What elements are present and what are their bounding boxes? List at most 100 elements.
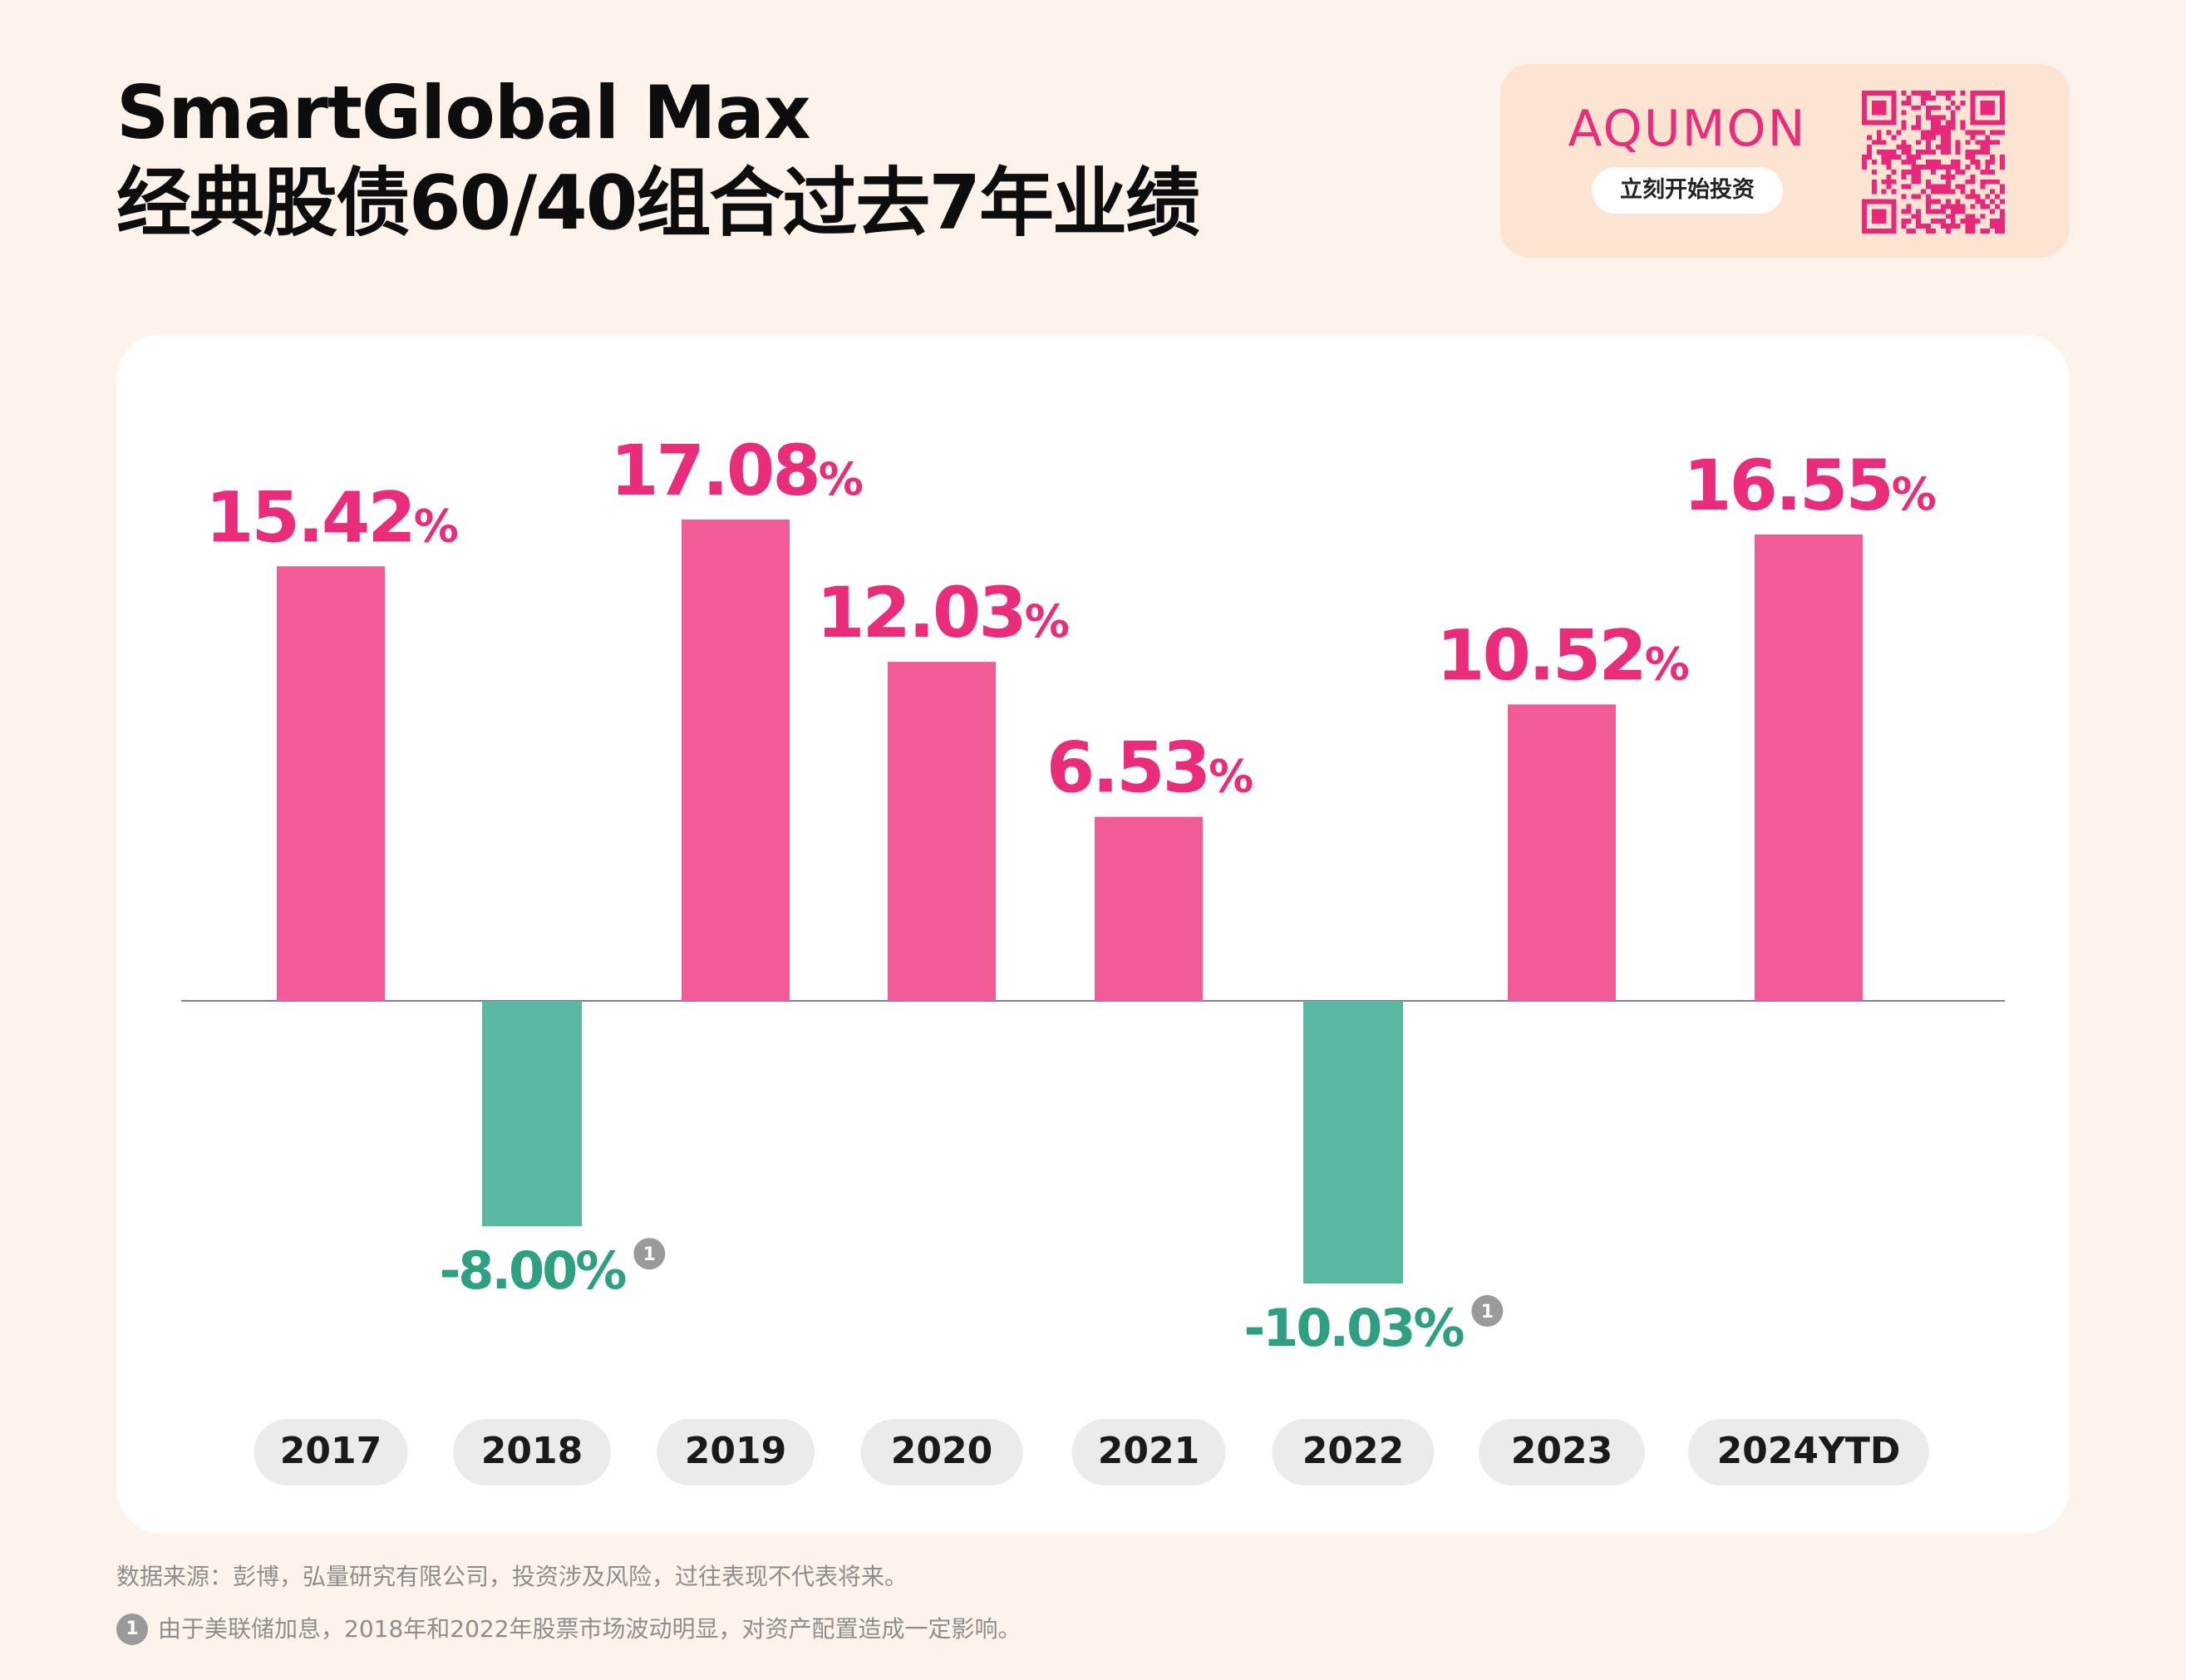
qr-module xyxy=(1906,145,1912,150)
qr-module xyxy=(1901,110,1907,116)
qr-module xyxy=(1965,179,1971,185)
qr-module xyxy=(1945,150,1951,155)
start-investing-button[interactable]: 立刻开始投资 xyxy=(1592,167,1783,214)
qr-module xyxy=(1931,184,1936,190)
qr-module xyxy=(1940,219,1946,224)
qr-module xyxy=(1985,160,1991,165)
qr-module xyxy=(1965,140,1971,145)
qr-module xyxy=(1945,199,1951,204)
qr-module xyxy=(1955,150,1961,155)
qr-module xyxy=(1985,164,1991,170)
qr-module xyxy=(1945,130,1951,135)
qr-module xyxy=(1871,209,1887,224)
qr-module xyxy=(1911,194,1917,200)
qr-module xyxy=(1990,130,1996,135)
qr-module xyxy=(1926,179,1932,185)
bar-chart: 15.42% 2017 -8.00% 1 2018 17.08% 2019 12.03% 202… xyxy=(181,430,2005,1485)
qr-module xyxy=(1960,189,1966,195)
qr-module xyxy=(1921,164,1927,170)
qr-module xyxy=(1935,164,1941,170)
qr-module xyxy=(1926,164,1932,170)
qr-module xyxy=(1901,194,1907,200)
bar-2021 xyxy=(1095,816,1203,1001)
qr-module xyxy=(1945,184,1951,190)
qr-module xyxy=(1965,164,1971,170)
qr-module xyxy=(1955,209,1961,214)
qr-module xyxy=(1950,189,1956,195)
tick-label-2021: 2021 xyxy=(1098,1430,1199,1472)
qr-module xyxy=(1945,164,1951,170)
footnote-marker-icon xyxy=(1471,1295,1504,1328)
value-label-2022: -10.03% xyxy=(1244,1298,1465,1358)
qr-module xyxy=(1940,174,1946,180)
year-pill-2018 xyxy=(453,1419,611,1485)
tick-label-2020: 2020 xyxy=(891,1430,992,1472)
qr-module xyxy=(1970,130,1976,135)
qr-code-icon[interactable] xyxy=(1862,91,2005,234)
qr-module xyxy=(1940,145,1946,150)
qr-module xyxy=(1965,229,1971,234)
qr-module xyxy=(1931,95,1936,101)
qr-module xyxy=(1940,130,1946,135)
qr-module xyxy=(2000,229,2005,234)
tick-label-2024YTD: 2024YTD xyxy=(1717,1430,1901,1472)
qr-module xyxy=(1955,224,1961,229)
qr-module xyxy=(1995,130,2001,135)
qr-module xyxy=(1911,91,1917,96)
qr-module xyxy=(1940,224,1946,229)
qr-module xyxy=(1945,145,1951,150)
qr-module xyxy=(1940,140,1946,145)
qr-module xyxy=(1960,169,1966,175)
qr-module xyxy=(1866,145,1872,150)
qr-module xyxy=(1950,209,1956,214)
qr-module xyxy=(1931,125,1936,131)
qr-module xyxy=(1950,125,1956,131)
brand-card[interactable]: AQUMON 立刻开始投资 xyxy=(1500,64,2070,258)
footnote: 1 由于美联储加息，2018年和2022年股票市场波动明显，对资产配置造成一定影… xyxy=(116,1613,1022,1645)
qr-module xyxy=(1955,105,1961,111)
qr-module xyxy=(1871,184,1877,190)
qr-module xyxy=(1955,169,1961,175)
qr-module xyxy=(1911,214,1917,219)
qr-module xyxy=(1990,140,1996,145)
qr-module xyxy=(1926,145,1932,150)
qr-module xyxy=(1921,189,1927,195)
qr-module xyxy=(1940,135,1946,140)
qr-module xyxy=(1960,219,1966,224)
qr-module xyxy=(1921,135,1927,140)
qr-module xyxy=(1970,204,1976,209)
qr-module xyxy=(1935,115,1941,121)
qr-module xyxy=(1970,174,1976,180)
qr-module xyxy=(1901,150,1907,155)
qr-module xyxy=(1931,160,1936,165)
qr-module xyxy=(1891,150,1897,155)
qr-module xyxy=(1911,229,1917,234)
qr-module xyxy=(1965,224,1971,229)
qr-module xyxy=(1871,100,1887,116)
value-label-2020: 12.03% xyxy=(816,572,1069,653)
qr-module xyxy=(1950,160,1956,165)
qr-module xyxy=(1926,91,1932,96)
qr-module xyxy=(1926,135,1932,140)
year-pill-2020 xyxy=(860,1419,1023,1485)
qr-module xyxy=(1881,150,1887,155)
qr-module xyxy=(1980,204,1986,209)
qr-module xyxy=(1926,115,1932,121)
value-label-2018: -8.00% xyxy=(440,1240,627,1301)
qr-module xyxy=(1990,155,1996,160)
qr-module xyxy=(1901,160,1907,165)
footnote-marker-text: 1 xyxy=(643,1244,656,1265)
qr-module xyxy=(1955,140,1961,145)
qr-module xyxy=(1906,204,1912,209)
qr-module xyxy=(1935,105,1941,111)
qr-module xyxy=(1886,184,1892,190)
qr-module xyxy=(1901,209,1907,214)
qr-module xyxy=(1955,164,1961,170)
qr-module xyxy=(1980,179,1986,185)
qr-module xyxy=(1916,169,1922,175)
qr-module xyxy=(1965,214,1971,219)
qr-module xyxy=(1935,120,1941,126)
bar-2020 xyxy=(888,662,996,1001)
qr-module xyxy=(2000,155,2005,160)
qr-module xyxy=(1980,100,1996,116)
